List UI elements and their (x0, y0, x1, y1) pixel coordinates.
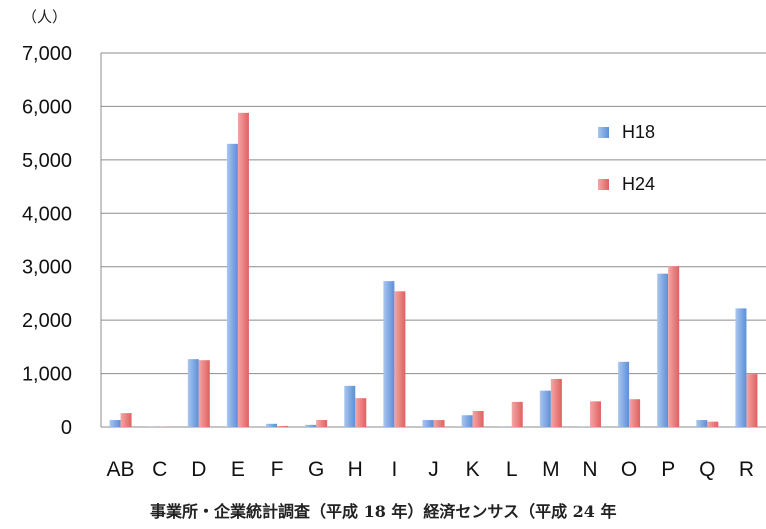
bar-chart: 0 1,000 2,000 3,000 4,000 5,000 6,000 7,000 AB C… (22, 8, 766, 481)
bar-h24-f (277, 425, 289, 427)
bar-h18-g (305, 424, 317, 427)
bar-h18-o (618, 361, 630, 427)
y-axis: 0 1,000 2,000 3,000 4,000 5,000 6,000 7,000 (22, 43, 102, 439)
x-axis: AB C D E F G H I J K L M N O P Q R (107, 458, 754, 481)
x-tick-label: M (542, 458, 560, 481)
bar-h24-o (629, 399, 641, 427)
legend: H18 H24 (598, 122, 655, 194)
bar-h24-k (472, 410, 484, 427)
bar-h24-h (355, 398, 367, 427)
bar-h24-e (237, 112, 249, 427)
y-tick-label: 5,000 (22, 150, 72, 172)
bar-h24-ab (120, 413, 132, 427)
y-tick-label: 0 (61, 417, 72, 439)
y-unit-label: （人） (22, 8, 67, 26)
bar-h18-q (696, 420, 708, 427)
legend-swatch (598, 127, 609, 138)
x-tick-label: I (391, 458, 397, 481)
bar-h18-i (383, 281, 395, 427)
bar-h18-m (539, 390, 551, 427)
x-tick-label: G (308, 458, 324, 481)
legend-swatch (598, 179, 609, 190)
bar-h24-g (316, 420, 328, 427)
bar-h18-r (735, 308, 747, 427)
bar-h18-p (657, 273, 669, 427)
y-tick-label: 2,000 (22, 310, 72, 332)
source-caption: 事業所・企業統計調査（平成 18 年）経済センサス（平成 24 年 (150, 502, 617, 521)
bar-h24-d (198, 360, 210, 427)
y-tick-label: 7,000 (22, 43, 72, 65)
x-tick-label: K (466, 458, 480, 481)
bar-h18-ab (109, 420, 121, 427)
y-tick-label: 1,000 (22, 364, 72, 386)
bar-h18-k (461, 415, 473, 427)
x-tick-label: E (231, 458, 245, 481)
bars (109, 112, 758, 428)
bar-h24-q (707, 421, 719, 427)
x-tick-label: C (152, 458, 167, 481)
x-tick-label: J (428, 458, 439, 481)
legend-label: H24 (622, 174, 655, 194)
x-tick-label: O (621, 458, 637, 481)
y-tick-label: 3,000 (22, 257, 72, 279)
bar-h24-m (550, 378, 562, 427)
y-tick-label: 4,000 (22, 203, 72, 225)
bar-h18-d (187, 359, 199, 427)
bar-h18-h (344, 385, 356, 427)
bar-h24-l (511, 401, 523, 427)
x-tick-label: F (271, 458, 284, 481)
x-tick-label: Q (699, 458, 715, 481)
bar-h18-f (266, 423, 278, 427)
x-tick-label: H (348, 458, 363, 481)
x-tick-label: L (506, 458, 518, 481)
x-tick-label: R (739, 458, 754, 481)
x-tick-label: D (191, 458, 206, 481)
bar-h24-i (394, 291, 406, 427)
x-tick-label: P (661, 458, 675, 481)
bar-h24-p (668, 266, 680, 427)
bar-h18-e (226, 143, 238, 428)
y-tick-label: 6,000 (22, 96, 72, 118)
bar-h24-j (433, 420, 445, 427)
bar-h24-n (589, 401, 601, 427)
gridlines (101, 52, 766, 428)
bar-h24-r (746, 374, 758, 427)
x-tick-label: N (582, 458, 597, 481)
x-tick-label: AB (107, 458, 135, 481)
bar-h18-j (422, 420, 434, 427)
legend-label: H18 (622, 122, 655, 142)
